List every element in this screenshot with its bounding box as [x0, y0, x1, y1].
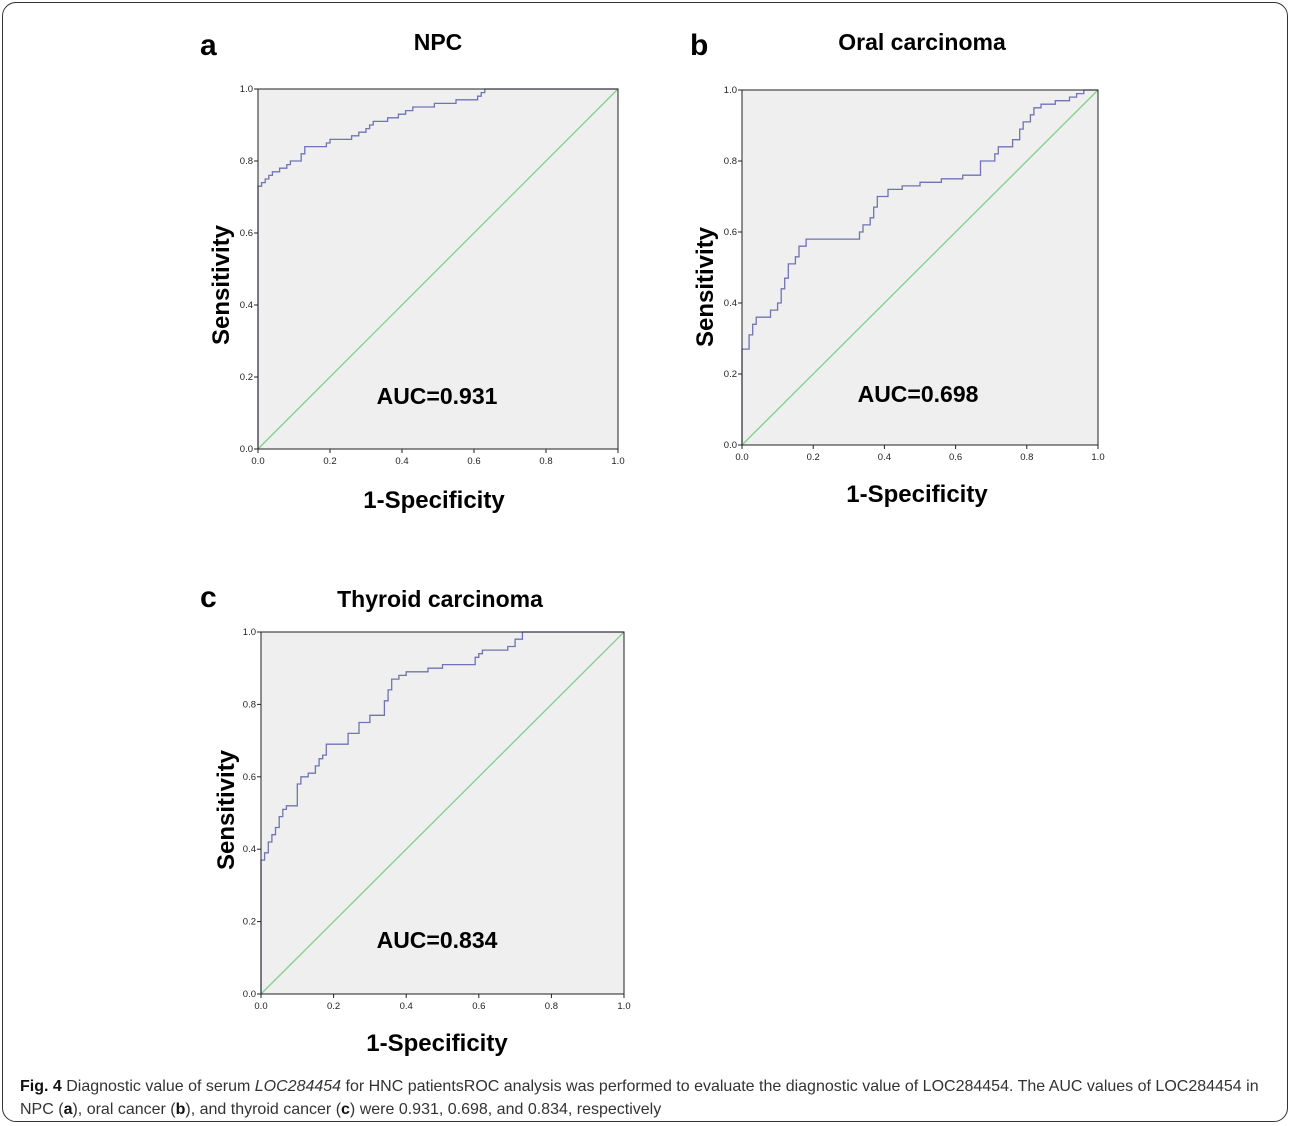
x-tick-label: 0.0 [735, 452, 748, 463]
plot-area: 0.0 0.2 0.4 0.6 0.8 1.0 0.0 0.2 0.4 0.6 0.8 1.0 [243, 627, 631, 1012]
y-tick-label: 0.0 [724, 440, 737, 451]
caption-ref-a: a [63, 1101, 73, 1118]
y-tick-label: 0.8 [243, 699, 256, 710]
y-tick-label: 0.2 [240, 372, 253, 383]
reference-diagonal-line [257, 88, 619, 450]
x-tick-label: 0.2 [807, 452, 820, 463]
roc-curve [741, 89, 1098, 445]
x-tick-label: 1.0 [617, 1001, 630, 1012]
x-tick-label: 0.2 [323, 456, 336, 467]
caption-fig-label: Fig. 4 [20, 1078, 62, 1095]
x-tick-label: 0.8 [539, 456, 552, 467]
y-tick-label: 0.2 [724, 369, 737, 380]
roc-curve [260, 631, 624, 994]
x-axis-label: 1-Specificity [366, 1030, 508, 1057]
reference-diagonal-line [260, 631, 625, 995]
x-tick-label: 0.4 [400, 1001, 413, 1012]
caption-text-3: ), oral cancer ( [72, 1101, 176, 1118]
y-axis-label: Sensitivity [208, 224, 235, 345]
y-tick-label: 1.0 [724, 85, 737, 96]
caption-text-1: Diagnostic value of serum [61, 1078, 255, 1095]
y-axis-label: Sensitivity [692, 226, 719, 347]
y-tick-label: 0.6 [724, 227, 737, 238]
x-tick-label: 0.8 [545, 1001, 558, 1012]
caption-text-4: ), and thyroid cancer ( [185, 1101, 342, 1118]
x-tick-label: 0.6 [949, 452, 962, 463]
panel-letter: b [690, 29, 708, 62]
caption-text-2: for HNC patientsROC analysis was perform… [20, 1078, 1259, 1118]
y-tick-label: 0.6 [240, 228, 253, 239]
x-axis-label: 1-Specificity [363, 487, 505, 514]
panel-title: Oral carcinoma [838, 29, 1006, 55]
x-tick-label: 1.0 [1091, 452, 1104, 463]
chart-panel-b: b Oral carcinoma 0.0 0.2 0.4 0.6 0.8 1.00.00.… [690, 29, 1105, 508]
plot-area: 0.0 0.2 0.4 0.6 0.8 1.0 0.0 0.2 0.4 0.6 0.8 1.0 [240, 84, 625, 467]
auc-annotation: AUC=0.834 [377, 927, 498, 953]
y-tick-label: 0.4 [240, 300, 253, 311]
y-tick-label: 0.2 [243, 917, 256, 928]
panel-title: Thyroid carcinoma [337, 586, 543, 612]
plot-frame [257, 88, 619, 450]
x-tick-label: 0.0 [254, 1001, 267, 1012]
auc-annotation: AUC=0.931 [377, 383, 498, 409]
panel-title: NPC [414, 29, 463, 55]
x-tick-label: 0.6 [467, 456, 480, 467]
y-tick-label: 0.6 [243, 772, 256, 783]
y-tick-label: 0.0 [240, 444, 253, 455]
chart-panel-a: a NPC 0.0 0.2 0.4 0.6 0.8 1.0 0.0 0.2 0.4 0.6 0.8 1… [200, 29, 625, 514]
y-tick-label: 0.4 [243, 844, 256, 855]
x-tick-label: 0.4 [395, 456, 408, 467]
x-tick-label: 1.0 [611, 456, 624, 467]
y-tick-label: 0.8 [724, 156, 737, 167]
panel-letter: c [200, 581, 217, 614]
auc-annotation: AUC=0.698 [858, 381, 979, 407]
x-axis-label: 1-Specificity [846, 481, 988, 508]
caption-ref-b: b [175, 1101, 186, 1118]
y-tick-label: 0.4 [724, 298, 737, 309]
panel-letter: a [200, 29, 217, 62]
y-tick-label: 1.0 [243, 627, 256, 638]
y-tick-label: 0.8 [240, 156, 253, 167]
caption-ref-c: c [341, 1101, 350, 1118]
plot-frame [260, 631, 625, 995]
y-tick-label: 1.0 [240, 84, 253, 95]
y-tick-label: 0.0 [243, 989, 256, 1000]
chart-panel-c: c Thyroid carcinoma 0.0 0.2 0.4 0.6 0.8 1.00.… [200, 581, 631, 1057]
x-tick-label: 0.8 [1020, 452, 1033, 463]
caption-text-5: ) were 0.931, 0.698, and 0.834, respecti… [349, 1101, 662, 1118]
plot-area: 0.0 0.2 0.4 0.6 0.8 1.0 0.0 0.2 0.4 0.6 0.8 1.0 [724, 85, 1105, 463]
plot-frame [741, 89, 1099, 446]
x-tick-label: 0.0 [251, 456, 264, 467]
x-tick-label: 0.6 [472, 1001, 485, 1012]
roc-curve [257, 88, 618, 449]
figure-caption: Fig. 4 Diagnostic value of serum LOC2844… [20, 1075, 1270, 1121]
caption-gene: LOC284454 [254, 1078, 342, 1095]
y-axis-label: Sensitivity [213, 749, 240, 870]
x-tick-label: 0.4 [878, 452, 891, 463]
x-tick-label: 0.2 [327, 1001, 340, 1012]
reference-diagonal-line [741, 89, 1099, 446]
